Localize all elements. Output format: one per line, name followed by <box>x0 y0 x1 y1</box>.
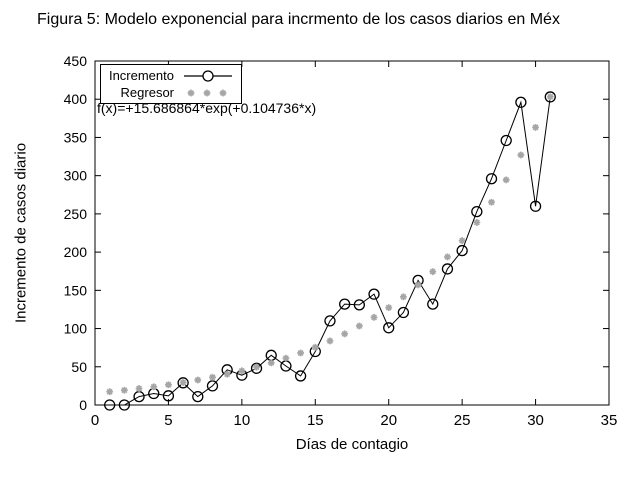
regresor-data-point <box>135 385 143 392</box>
regresor-data-point <box>326 337 334 345</box>
incremento-data-point <box>383 322 395 334</box>
regresor-data-point <box>165 381 172 389</box>
legend-label-regresor: Regresor <box>120 85 174 100</box>
regresor-data-point <box>517 151 525 159</box>
regresor-data-point <box>370 313 378 321</box>
y-tick-label: 450 <box>64 53 88 69</box>
regresor-data-point <box>458 237 466 244</box>
regresor-data-point <box>311 343 319 351</box>
incremento-data-point <box>206 380 219 392</box>
regresor-data-point <box>179 379 187 386</box>
incremento-data-point <box>441 263 454 275</box>
regresor-data-point <box>546 93 554 101</box>
x-tick-label: 30 <box>527 412 544 429</box>
x-tick-label: 25 <box>454 412 471 429</box>
incremento-data-point <box>250 362 263 374</box>
regresor-data-point <box>282 354 290 362</box>
regresor-data-point <box>532 124 539 131</box>
incremento-data-point <box>177 377 189 389</box>
x-tick-label: 5 <box>164 412 172 429</box>
regresor-data-point <box>150 383 158 391</box>
incremento-data-point <box>353 299 365 311</box>
regresor-data-point <box>488 198 495 206</box>
regresor-data-point <box>444 253 451 261</box>
x-axis-title: Días de contagio <box>295 436 409 453</box>
y-tick-label: 0 <box>79 397 87 413</box>
y-tick-label: 200 <box>64 244 88 260</box>
y-tick-label: 150 <box>64 282 88 298</box>
y-tick-label: 400 <box>64 91 88 107</box>
regresor-data-point <box>429 268 437 276</box>
incremento-data-point <box>500 134 512 147</box>
incremento-data-point <box>192 390 204 403</box>
regresor-data-point <box>238 367 246 375</box>
incremento-data-point <box>427 298 439 310</box>
x-tick-label: 15 <box>307 412 324 429</box>
incremento-data-point <box>324 315 336 327</box>
x-tick-label: 35 <box>601 412 618 429</box>
incremento-data-point <box>118 399 131 411</box>
incremento-data-point <box>104 399 116 411</box>
figure-title: Figura 5: Modelo exponencial para incrme… <box>37 11 560 28</box>
legend-box: Incremento Regresor <box>100 64 242 104</box>
regresor-data-point <box>223 370 231 378</box>
regresor-data-point <box>209 373 216 381</box>
regresor-data-point <box>253 363 260 371</box>
y-tick-label: 250 <box>64 206 88 222</box>
regresor-data-point <box>341 330 349 338</box>
incremento-data-point <box>544 91 556 103</box>
x-tick-label: 20 <box>380 412 397 429</box>
incremento-line-marker-sample <box>184 69 232 82</box>
y-tick-label: 50 <box>71 359 87 375</box>
incremento-data-point <box>529 200 542 212</box>
y-axis-title: Incremento de casos diario <box>12 142 30 324</box>
regresor-data-point <box>473 219 481 226</box>
incremento-data-point <box>339 298 351 310</box>
regresor-data-point <box>120 386 128 394</box>
regresor-data-point <box>385 304 393 312</box>
incremento-data-point <box>456 244 468 257</box>
legend-entry-incremento: Incremento <box>101 67 241 84</box>
incremento-line <box>109 96 551 406</box>
incremento-data-point <box>162 390 175 402</box>
y-tick-label: 300 <box>64 168 88 184</box>
incremento-data-point <box>294 370 307 382</box>
regresor-data-point <box>267 359 275 367</box>
legend-label-incremento: Incremento <box>108 68 174 83</box>
regresor-data-point <box>502 176 510 184</box>
x-tick-label: 10 <box>234 412 251 429</box>
incremento-data-point <box>515 96 527 108</box>
incremento-data-point <box>471 205 483 218</box>
y-tick-label: 350 <box>64 129 88 145</box>
regresor-data-point <box>297 349 304 357</box>
regresor-data-point <box>400 293 407 301</box>
x-tick-label: 0 <box>91 412 99 429</box>
regresor-asterisk-marker-sample <box>187 89 227 96</box>
legend-entry-regresor: Regresor <box>101 84 241 101</box>
regresor-data-point <box>106 388 114 396</box>
regresor-data-point <box>194 376 202 384</box>
incremento-data-point <box>485 173 498 185</box>
incremento-data-point <box>368 288 380 300</box>
y-tick-label: 100 <box>64 321 88 337</box>
incremento-data-point <box>397 306 410 319</box>
regresor-data-point <box>414 281 422 289</box>
plot-frame <box>94 60 610 406</box>
regresor-data-point <box>355 322 363 330</box>
regression-function-label: f(x)=+15.686864*exp(+0.104736*x) <box>97 100 317 116</box>
